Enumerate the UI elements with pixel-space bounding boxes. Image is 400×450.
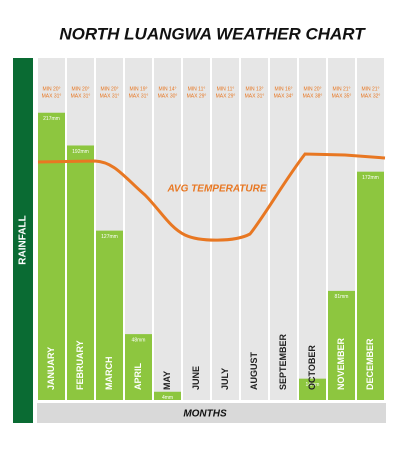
x-tick-label: MARCH [104, 357, 114, 391]
x-axis-label: MONTHS [183, 409, 227, 420]
x-tick-label: FEBRUARY [75, 340, 85, 390]
max-temp: MAX 29° [187, 93, 207, 99]
x-tick-label: AUGUST [249, 351, 259, 390]
max-temp: MAX 31° [42, 93, 62, 99]
max-temp: MAX 31° [71, 93, 91, 99]
x-tick-label: DECEMBER [365, 338, 375, 390]
min-temp: MIN 14° [158, 86, 176, 92]
column [183, 58, 210, 400]
max-temp: MAX 34° [274, 93, 294, 99]
column [299, 58, 326, 400]
bar [125, 334, 152, 400]
min-temp: MIN 13° [245, 86, 263, 92]
max-temp: MAX 38° [303, 93, 323, 99]
min-temp: MIN 21° [332, 86, 350, 92]
y-axis-band [13, 58, 33, 423]
max-temp: MAX 31° [129, 93, 149, 99]
column [270, 58, 297, 400]
value-label: 192mm [72, 149, 89, 155]
max-temp: MAX 31° [100, 93, 120, 99]
min-temp: MIN 19° [129, 86, 147, 92]
x-tick-label: SEPTEMBER [278, 333, 288, 390]
value-label: 217mm [43, 116, 60, 122]
min-temp: MIN 20° [71, 86, 89, 92]
min-temp: MIN 11° [217, 86, 235, 92]
value-label: 127mm [101, 234, 118, 240]
x-tick-label: MAY [162, 371, 172, 390]
annotation: AVG TEMPERATURE [166, 184, 266, 195]
value-label: 14mm [306, 382, 320, 388]
bar [154, 391, 181, 400]
bar [96, 230, 123, 400]
value-label: 81mm [335, 294, 349, 300]
chart-title: NORTH LUANGWA WEATHER CHART [59, 24, 366, 43]
max-temp: MAX 35° [332, 93, 352, 99]
bar [299, 378, 326, 400]
x-axis-band [37, 403, 386, 423]
max-temp: MAX 31° [245, 93, 265, 99]
x-tick-label: JANUARY [46, 347, 56, 390]
value-label: 48mm [132, 337, 146, 343]
value-label: 4mm [162, 395, 173, 401]
y-axis-label: RAINFALL [18, 215, 29, 264]
bar [67, 145, 94, 400]
min-temp: MIN 20° [303, 86, 321, 92]
bar [357, 171, 384, 400]
x-tick-label: OCTOBER [307, 345, 317, 390]
value-label: 172mm [362, 175, 379, 181]
min-temp: MIN 21° [361, 86, 379, 92]
x-tick-label: JULY [220, 368, 230, 390]
max-temp: MAX 30° [158, 93, 178, 99]
x-tick-label: NOVEMBER [336, 337, 346, 390]
min-temp: MIN 20° [100, 86, 118, 92]
x-tick-label: JUNE [191, 366, 201, 390]
bar [328, 290, 355, 400]
max-temp: MAX 29° [216, 93, 236, 99]
avg-temperature-line [37, 152, 386, 242]
min-temp: MIN 16° [274, 86, 292, 92]
max-temp: MAX 32° [361, 93, 381, 99]
min-temp: MIN 20° [42, 86, 60, 92]
x-tick-label: APRIL [133, 362, 143, 390]
min-temp: MIN 11° [188, 86, 206, 92]
column [212, 58, 239, 400]
